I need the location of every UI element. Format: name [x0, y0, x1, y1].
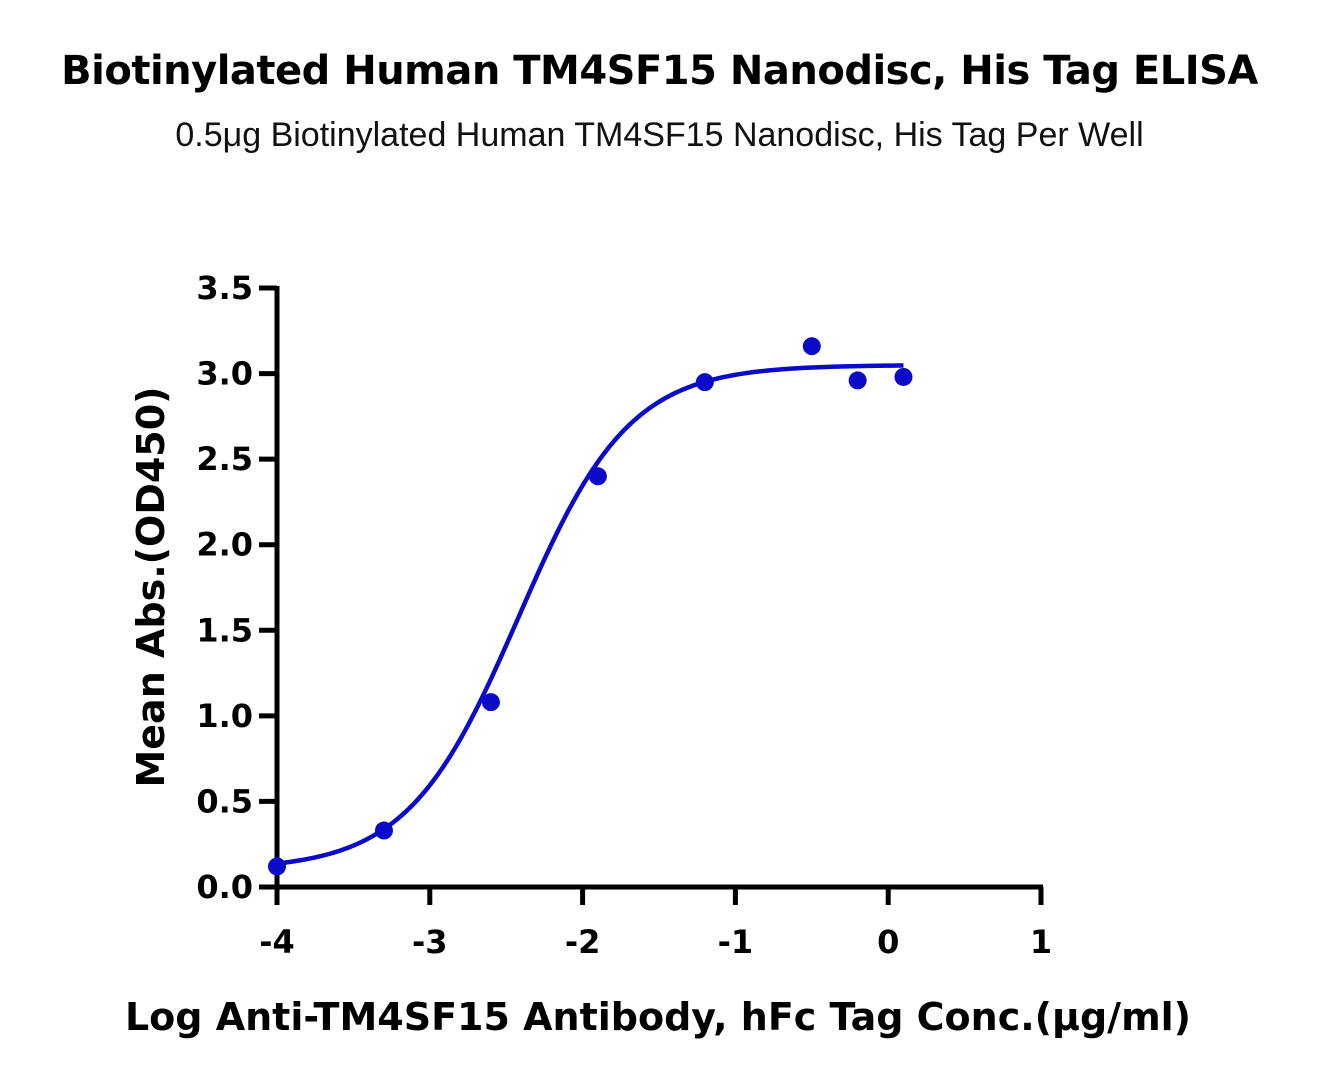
data-point [802, 337, 821, 356]
data-point [588, 467, 607, 486]
data-point [848, 371, 867, 390]
data-point [268, 857, 286, 876]
fit-curve-group [276, 363, 904, 866]
chart-title: Biotinylated Human TM4SF15 Nanodisc, His… [61, 48, 1258, 94]
y-tick-label: 0.0 [196, 868, 253, 906]
ticks: 0.0 0.5 1.0 1.5 2.0 2.5 3.0 3.5 -4 -3 -2 -1 0 1 [196, 269, 1052, 961]
x-tick-label: -2 [565, 923, 601, 961]
x-tick-label: -4 [259, 923, 295, 961]
x-tick-label: 1 [1030, 923, 1052, 961]
data-point [374, 821, 393, 840]
x-tick-label: -3 [412, 923, 448, 961]
x-tick-label: 0 [877, 923, 899, 961]
y-tick-label: 1.5 [196, 611, 253, 649]
chart-subtitle: 0.5μg Biotinylated Human TM4SF15 Nanodis… [175, 116, 1144, 154]
fit-curve [276, 363, 904, 866]
data-point [481, 693, 500, 712]
data-point [695, 373, 714, 392]
y-tick-label: 3.0 [196, 355, 253, 393]
y-tick-label: 2.0 [196, 526, 253, 564]
y-tick-label: 1.0 [196, 697, 253, 735]
y-tick-label: 2.5 [196, 440, 253, 478]
x-axis-title: Log Anti-TM4SF15 Antibody, hFc Tag Conc.… [125, 995, 1191, 1039]
data-point [894, 367, 913, 386]
data-points [268, 337, 913, 876]
y-tick-label: 3.5 [196, 269, 253, 307]
axes [274, 286, 1043, 890]
y-axis-title: Mean Abs.(OD450) [129, 386, 173, 787]
x-tick-label: -1 [718, 923, 754, 961]
y-tick-label: 0.5 [196, 782, 253, 820]
